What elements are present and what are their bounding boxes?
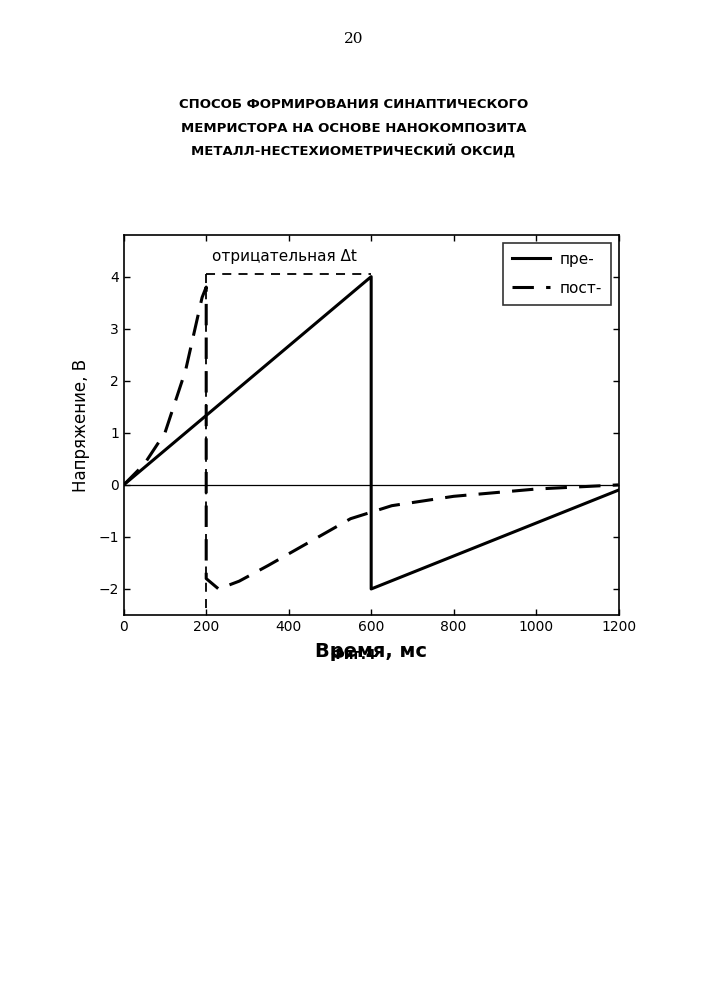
Text: СПОСОБ ФОРМИРОВАНИЯ СИНАПТИЧЕСКОГО: СПОСОБ ФОРМИРОВАНИЯ СИНАПТИЧЕСКОГО — [179, 99, 528, 111]
Legend: пре-, пост-: пре-, пост- — [503, 243, 611, 305]
Text: 20: 20 — [344, 32, 363, 46]
Text: Фиг.4: Фиг.4 — [331, 648, 376, 662]
Text: отрицательная Δt: отрицательная Δt — [212, 249, 357, 264]
Text: МЕТАЛЛ-НЕСТЕХИОМЕТРИЧЕСКИЙ ОКСИД: МЕТАЛЛ-НЕСТЕХИОМЕТРИЧЕСКИЙ ОКСИД — [192, 144, 515, 158]
X-axis label: Время, мс: Время, мс — [315, 642, 427, 661]
Text: МЕМРИСТОРА НА ОСНОВЕ НАНОКОМПОЗИТА: МЕМРИСТОРА НА ОСНОВЕ НАНОКОМПОЗИТА — [181, 121, 526, 134]
Y-axis label: Напряжение, В: Напряжение, В — [72, 358, 90, 492]
